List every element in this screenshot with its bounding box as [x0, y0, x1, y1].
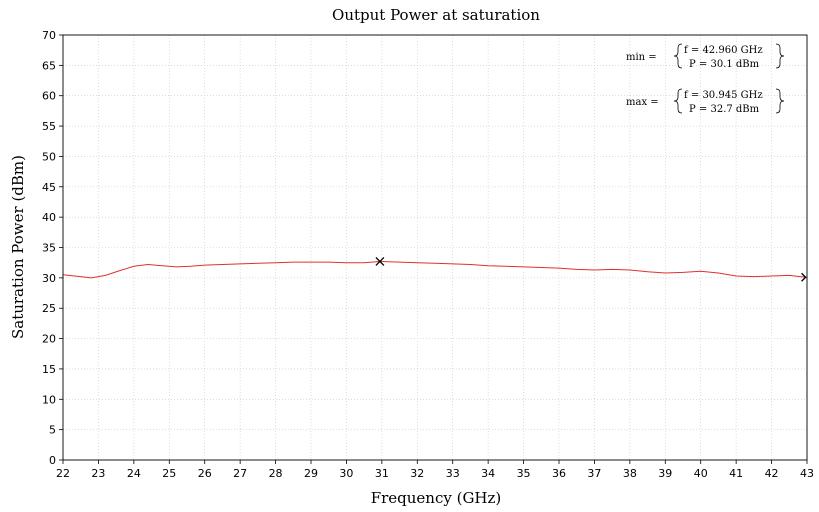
max-point-marker	[375, 257, 385, 266]
x-tick-label: 30	[339, 467, 353, 480]
max-power: P = 32.7 dBm	[689, 104, 760, 115]
tick-labels: 22 23 24 25 26 27 28 29 30 31 32 33 34 35 36 37 38 39 40 41…	[42, 29, 814, 480]
x-tick-label: 32	[410, 467, 424, 480]
min-point-marker	[801, 272, 807, 282]
min-annotation: min = f = 42.960 GHz P = 30.1 dBm	[626, 43, 785, 70]
grid	[62, 34, 808, 461]
x-tick-label: 25	[162, 467, 176, 480]
min-frequency: f = 42.960 GHz	[684, 45, 763, 56]
x-tick-label: 33	[446, 467, 460, 480]
marker-layer	[375, 257, 807, 282]
min-power: P = 30.1 dBm	[689, 59, 760, 70]
x-tick-label: 24	[127, 467, 141, 480]
max-left-brace	[673, 88, 683, 114]
series-line	[62, 260, 807, 279]
max-frequency: f = 30.945 GHz	[684, 90, 763, 101]
max-annotation: max = f = 30.945 GHz P = 32.7 dBm	[626, 88, 785, 115]
x-tick-label: 43	[800, 467, 814, 480]
y-tick-label: 55	[42, 120, 56, 133]
y-tick-label: 0	[49, 454, 56, 467]
y-tick-label: 20	[42, 333, 56, 346]
y-tick-label: 35	[42, 242, 56, 255]
series-line-layer	[62, 260, 807, 279]
y-tick-label: 70	[42, 29, 56, 42]
y-tick-label: 50	[42, 150, 56, 163]
x-tick-label: 38	[623, 467, 637, 480]
x-tick-label: 41	[729, 467, 743, 480]
min-left-brace	[673, 43, 683, 69]
y-tick-label: 60	[42, 90, 56, 103]
chart-title: Output Power at saturation	[332, 6, 540, 24]
x-tick-label: 28	[269, 467, 283, 480]
x-tick-label: 27	[233, 467, 247, 480]
y-tick-label: 65	[42, 59, 56, 72]
y-tick-label: 15	[42, 363, 56, 376]
x-tick-label: 39	[658, 467, 672, 480]
y-tick-label: 40	[42, 211, 56, 224]
x-tick-label: 29	[304, 467, 318, 480]
x-tick-label: 34	[481, 467, 495, 480]
x-tick-label: 36	[552, 467, 566, 480]
x-tick-label: 31	[375, 467, 389, 480]
x-tick-label: 40	[694, 467, 708, 480]
x-tick-label: 22	[56, 467, 70, 480]
y-tick-label: 45	[42, 181, 56, 194]
min-right-brace	[775, 43, 785, 69]
y-tick-label: 25	[42, 302, 56, 315]
max-right-brace	[775, 88, 785, 114]
x-tick-label: 42	[765, 467, 779, 480]
y-tick-label: 5	[49, 424, 56, 437]
x-axis-title: Frequency (GHz)	[371, 489, 502, 507]
min-label: min =	[626, 52, 657, 63]
plot-frame	[62, 34, 808, 461]
y-tick-label: 10	[42, 393, 56, 406]
x-tick-label: 23	[91, 467, 105, 480]
y-tick-label: 30	[42, 272, 56, 285]
max-label: max =	[626, 97, 659, 108]
x-tick-label: 26	[198, 467, 212, 480]
x-tick-label: 37	[587, 467, 601, 480]
x-tick-label: 35	[517, 467, 531, 480]
axes	[59, 34, 808, 464]
y-axis-title: Saturation Power (dBm)	[9, 155, 27, 339]
